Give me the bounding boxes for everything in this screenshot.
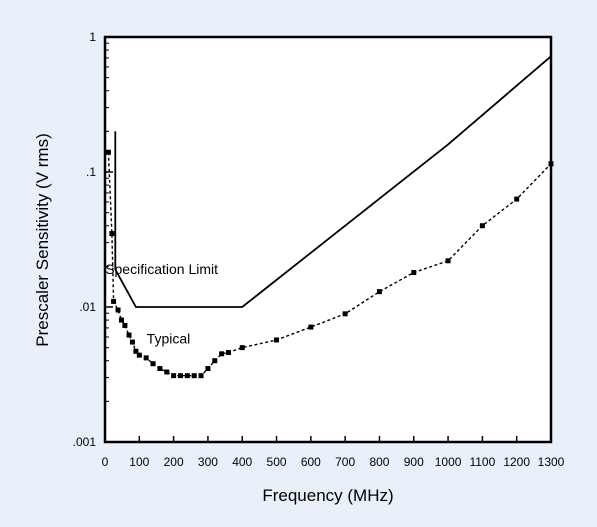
typical-point	[376, 289, 382, 295]
typical-point	[445, 258, 451, 264]
typical-point	[111, 298, 117, 304]
typical-point	[177, 373, 183, 379]
y-tick-label: 1	[89, 30, 96, 44]
y-axis-title: Prescaler Sensitivity (V rms)	[33, 133, 52, 346]
typical-point	[219, 351, 225, 357]
typical-line	[107, 152, 552, 377]
x-tick-label: 300	[198, 455, 218, 469]
y-tick-label: .001	[73, 435, 97, 449]
y-axis-ticks: .001 .01 .1 1	[73, 30, 113, 449]
y-tick-label: .01	[79, 300, 96, 314]
x-tick-label: 1300	[538, 455, 565, 469]
x-tick-label: 800	[369, 455, 389, 469]
x-axis-ticks: 0 100 200 300 400 500 600 700 800 900 1000 1100 1200…	[102, 436, 565, 469]
spec-limit-annotation: Specification Limit	[105, 261, 218, 277]
typical-point	[105, 149, 111, 155]
typical-point	[118, 317, 124, 323]
typical-point	[226, 350, 232, 356]
typical-point	[115, 307, 121, 313]
typical-point	[133, 348, 139, 354]
x-tick-label: 500	[267, 455, 287, 469]
typical-point	[342, 311, 348, 317]
x-tick-label: 0	[102, 455, 109, 469]
typical-point	[129, 339, 135, 345]
typical-point	[184, 373, 190, 379]
y-tick-label: .1	[86, 165, 96, 179]
x-tick-label: 900	[404, 455, 424, 469]
x-tick-label: 1200	[503, 455, 530, 469]
typical-point	[136, 352, 142, 358]
x-axis-title: Frequency (MHz)	[262, 486, 393, 505]
x-tick-label: 100	[129, 455, 149, 469]
typical-point	[239, 345, 245, 351]
typical-point	[198, 373, 204, 379]
x-tick-label: 1100	[469, 455, 495, 469]
typical-annotation: Typical	[147, 331, 191, 347]
typical-point	[109, 231, 115, 237]
spec-limit-line	[114, 55, 552, 308]
typical-point	[164, 369, 170, 375]
typical-point	[274, 337, 280, 343]
typical-point	[122, 322, 128, 328]
typical-point	[157, 366, 163, 372]
typical-point	[126, 332, 132, 338]
x-tick-label: 600	[301, 455, 321, 469]
typical-point	[514, 196, 520, 202]
typical-point	[411, 270, 417, 276]
typical-point	[143, 355, 149, 361]
x-tick-label: 1000	[435, 455, 462, 469]
typical-point	[479, 223, 485, 229]
typical-point	[171, 373, 177, 379]
typical-point	[308, 324, 314, 330]
typical-point	[548, 161, 554, 167]
y-minor-ticks	[105, 42, 109, 402]
typical-point	[150, 361, 156, 367]
typical-point	[205, 366, 211, 372]
annotations-layer: Specification Limit Typical	[105, 261, 218, 346]
x-tick-label: 200	[164, 455, 184, 469]
series-layer	[105, 55, 554, 379]
typical-point	[191, 373, 197, 379]
typical-point	[212, 358, 218, 364]
x-tick-label: 400	[232, 455, 252, 469]
x-tick-label: 700	[335, 455, 355, 469]
